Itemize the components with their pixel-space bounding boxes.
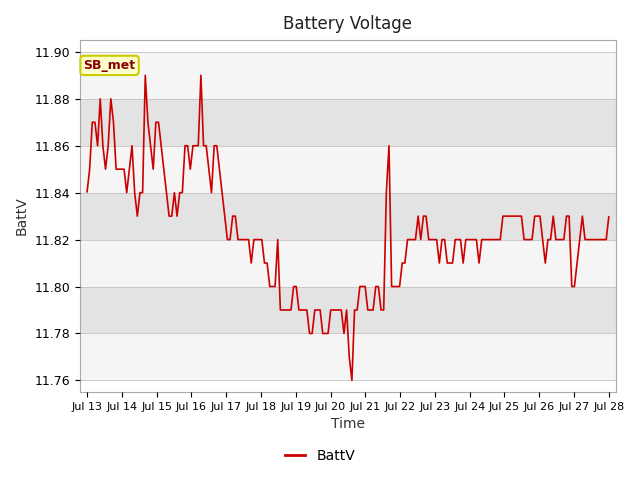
Bar xyxy=(80,287,616,334)
Y-axis label: BattV: BattV xyxy=(15,197,29,236)
Bar xyxy=(80,146,616,192)
X-axis label: Time: Time xyxy=(331,418,365,432)
Title: Battery Voltage: Battery Voltage xyxy=(284,15,412,33)
Bar xyxy=(80,240,616,287)
Legend: BattV: BattV xyxy=(279,443,361,468)
Bar xyxy=(80,52,616,99)
Bar xyxy=(80,99,616,146)
Text: SB_met: SB_met xyxy=(83,59,136,72)
Bar xyxy=(80,192,616,240)
Bar xyxy=(80,334,616,380)
